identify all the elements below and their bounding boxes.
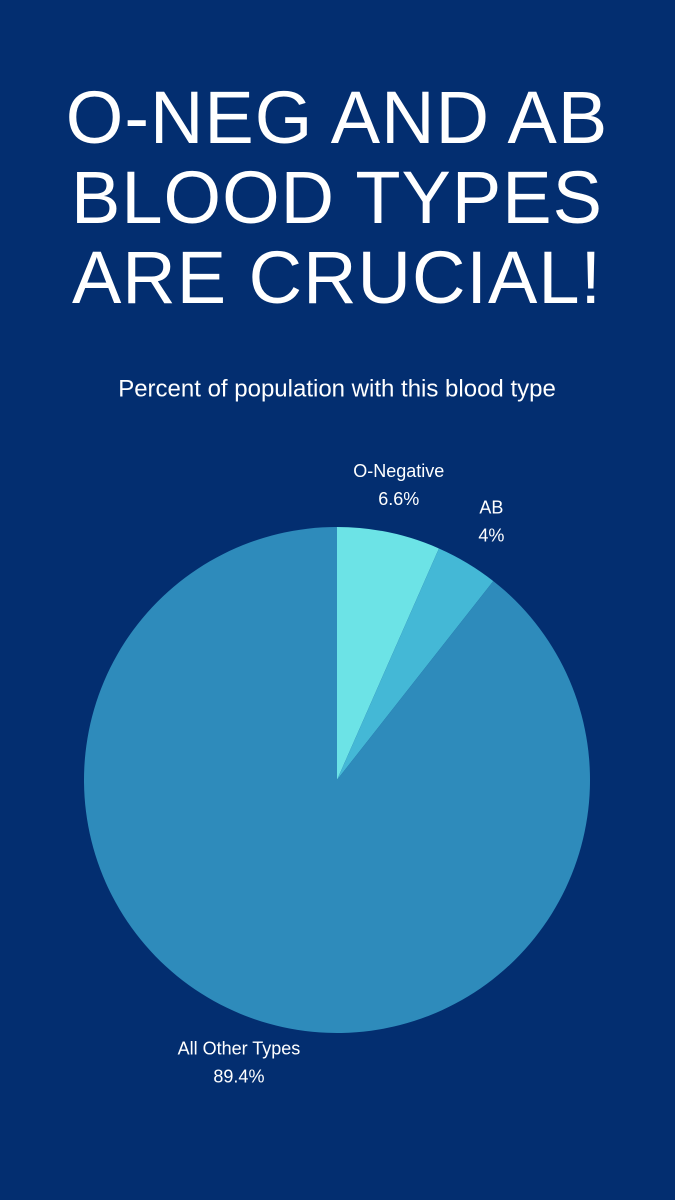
slice-value-label: 4% — [478, 525, 504, 545]
slice-label: O-Negative — [353, 461, 444, 481]
slice-label: All Other Types — [178, 1038, 301, 1058]
chart-subtitle: Percent of population with this blood ty… — [118, 375, 556, 402]
chart-title: O-NEG AND AB BLOOD TYPES ARE CRUCIAL! — [65, 76, 609, 319]
slice-value-label: 89.4% — [213, 1066, 264, 1086]
slice-label: AB — [479, 497, 503, 517]
slice-value-label: 6.6% — [378, 489, 419, 509]
pie-slice — [337, 548, 494, 780]
pie-slice — [337, 527, 439, 780]
pie-slice — [83, 527, 590, 1034]
